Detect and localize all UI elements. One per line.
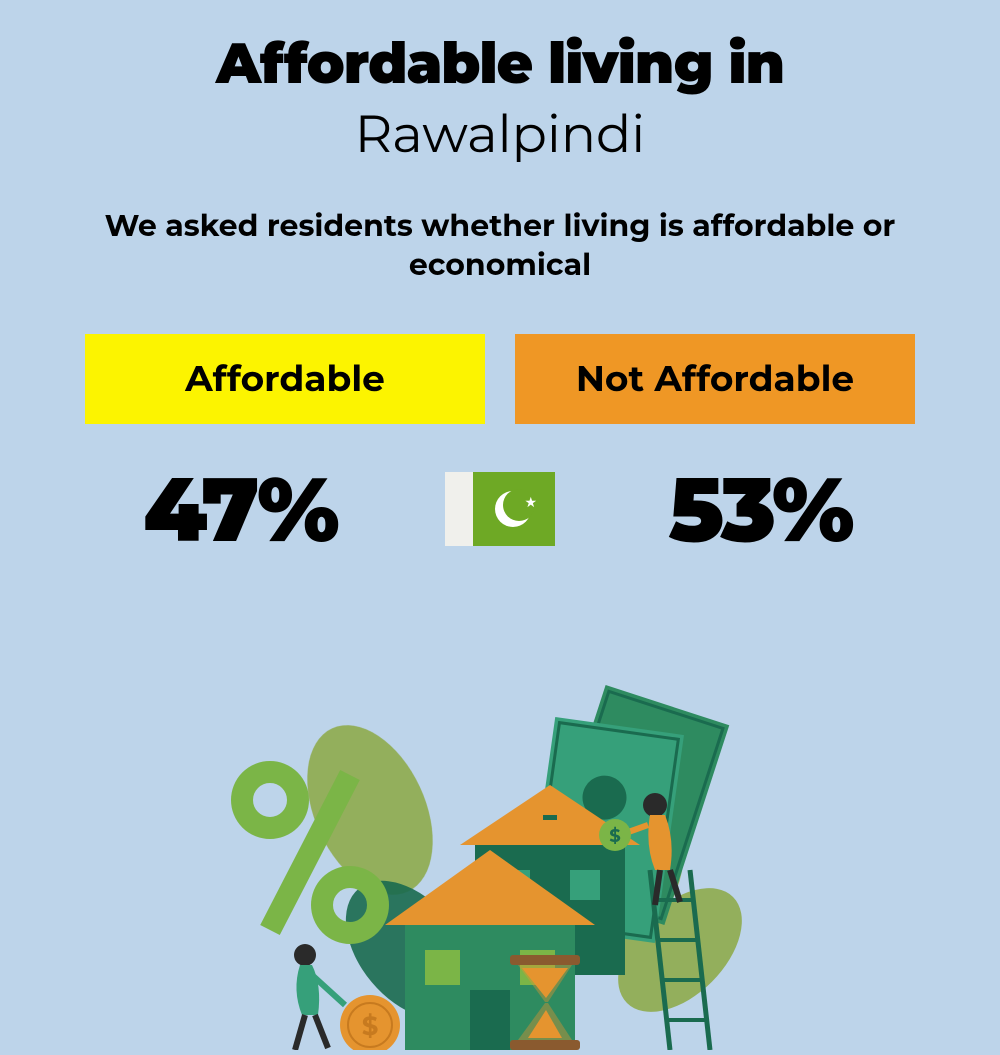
star-icon: ★ (525, 493, 538, 511)
svg-text:$: $ (609, 825, 620, 847)
percent-not-affordable: 53% (585, 454, 935, 564)
svg-text:$: $ (362, 1010, 379, 1042)
savings-illustration: $ $ (200, 670, 800, 1050)
pakistan-flag-icon: ★ (445, 472, 555, 546)
percent-affordable: 47% (65, 454, 415, 564)
option-affordable: Affordable (85, 334, 485, 424)
option-not-affordable: Not Affordable (515, 334, 915, 424)
subtitle: We asked residents whether living is aff… (0, 206, 1000, 284)
options-row: Affordable Not Affordable (0, 334, 1000, 424)
title-line1: Affordable living in (0, 0, 1000, 98)
title-line2: Rawalpindi (0, 103, 1000, 166)
percentages-row: 47% ★ 53% (0, 454, 1000, 564)
flag-green-field: ★ (473, 472, 556, 546)
flag-white-stripe (445, 472, 473, 546)
